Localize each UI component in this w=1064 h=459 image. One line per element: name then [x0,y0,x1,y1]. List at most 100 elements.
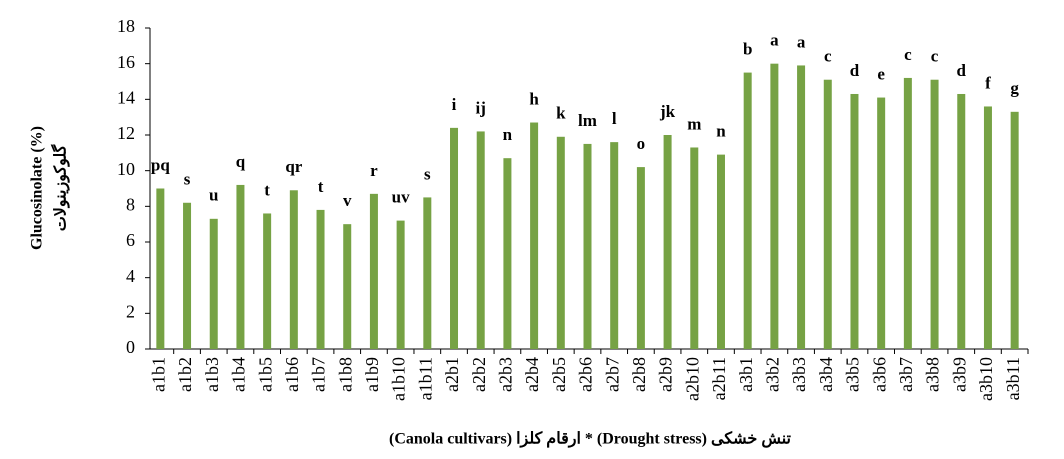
y-tick-label: 4 [126,266,135,286]
significance-letter: v [343,191,352,210]
x-tick-label: a1b3 [202,357,222,392]
bar [183,202,192,349]
bar [743,72,752,349]
bar [156,188,165,349]
x-tick-label: a1b11 [415,357,435,400]
x-tick-label: a1b6 [282,357,302,392]
x-axis-title: تنش خشکی (Drought stress) * ارقام کلزا (… [389,431,792,449]
x-tick-label: a1b10 [389,357,409,401]
bar [823,79,832,349]
x-tick-label: a3b7 [896,357,916,392]
significance-letter: g [1010,79,1019,98]
bar [503,158,512,349]
significance-letter: m [687,114,701,133]
x-tick-label: a2b4 [522,357,542,392]
significance-letter: i [452,95,457,114]
bar [369,193,378,349]
significance-letter: d [957,61,967,80]
significance-letter: s [184,170,191,189]
significance-letter: q [236,152,246,171]
bar [530,122,539,350]
bar [636,167,645,349]
significance-letter: f [985,73,991,92]
x-tick-label: a1b2 [175,357,195,392]
significance-letter: lm [578,111,597,130]
bar [343,224,352,349]
y-tick-label: 18 [117,16,135,36]
x-tick-label: a2b6 [576,357,596,392]
y-axis-title: Glucosinolate (%) [29,126,46,250]
bar [877,97,886,349]
bar [690,147,699,349]
y-tick-label: 0 [126,337,135,357]
bar [476,131,485,349]
significance-letter: d [850,61,860,80]
bar [770,63,779,350]
x-tick-label: a3b5 [843,357,863,392]
y-tick-label: 14 [117,87,135,107]
x-tick-label: a1b8 [335,357,355,392]
bar [263,213,272,349]
significance-letter: pq [151,155,170,174]
x-tick-label: a2b5 [549,357,569,392]
significance-letter: c [931,47,939,66]
bar [316,209,325,349]
x-tick-label: a3b3 [789,357,809,392]
bar [396,220,405,349]
significance-letter: ij [476,98,486,117]
bar [583,143,592,349]
x-tick-label: a1b4 [229,357,249,392]
significance-letter: n [503,125,513,144]
significance-letter: c [904,45,912,64]
x-tick-label: a2b8 [629,357,649,392]
bar [1010,111,1019,349]
bar [209,218,218,349]
significance-letter: e [877,64,885,83]
bar [450,127,459,349]
significance-letter: c [824,47,832,66]
bar [797,65,806,349]
x-tick-label: a1b7 [309,357,329,392]
x-tick-label: a2b11 [709,357,729,400]
significance-letter: s [424,164,431,183]
y-tick-label: 2 [126,301,135,321]
x-tick-label: a2b2 [469,357,489,392]
significance-letter: k [556,104,566,123]
significance-letter: o [637,134,646,153]
x-tick-label: a1b9 [362,357,382,392]
bar [850,93,859,349]
x-tick-label: a1b1 [148,357,168,392]
significance-letter: r [370,161,378,180]
bar [423,197,432,349]
x-tick-label: a2b9 [656,357,676,392]
significance-letter: u [209,186,218,205]
y-tick-label: 16 [117,52,135,72]
y-tick-label: 12 [117,123,135,143]
x-tick-label: a3b1 [736,357,756,392]
x-tick-label: a2b7 [602,357,622,392]
bar [663,135,672,349]
significance-letter: qr [285,157,302,176]
bar [289,190,298,349]
x-tick-label: a3b9 [949,357,969,392]
bar [983,106,992,349]
significance-letter: uv [392,188,410,207]
bar [236,184,245,349]
bar [957,93,966,349]
x-tick-label: a2b10 [682,357,702,401]
bar [556,136,565,349]
significance-letter: a [770,31,779,50]
significance-letter: jk [659,102,676,121]
significance-letter: n [716,122,726,141]
x-tick-label: a1b5 [255,357,275,392]
x-tick-label: a3b2 [763,357,783,392]
x-tick-label: a3b10 [976,357,996,401]
significance-letter: b [743,39,752,58]
significance-letter: t [264,180,270,199]
bar [610,142,619,349]
y-tick-label: 8 [126,194,135,214]
x-tick-label: a3b6 [869,357,889,392]
y-tick-label: 10 [117,159,135,179]
significance-letter: l [612,109,617,128]
